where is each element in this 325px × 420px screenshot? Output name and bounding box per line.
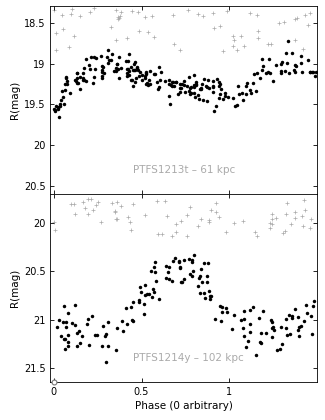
- X-axis label: Phase (0 arbitrary): Phase (0 arbitrary): [135, 401, 233, 411]
- Text: PTFS1214y – 102 kpc: PTFS1214y – 102 kpc: [133, 353, 243, 363]
- Y-axis label: R(mag): R(mag): [10, 269, 20, 307]
- Text: PTFS1213t – 61 kpc: PTFS1213t – 61 kpc: [133, 165, 235, 175]
- Y-axis label: R(mag): R(mag): [10, 81, 20, 119]
